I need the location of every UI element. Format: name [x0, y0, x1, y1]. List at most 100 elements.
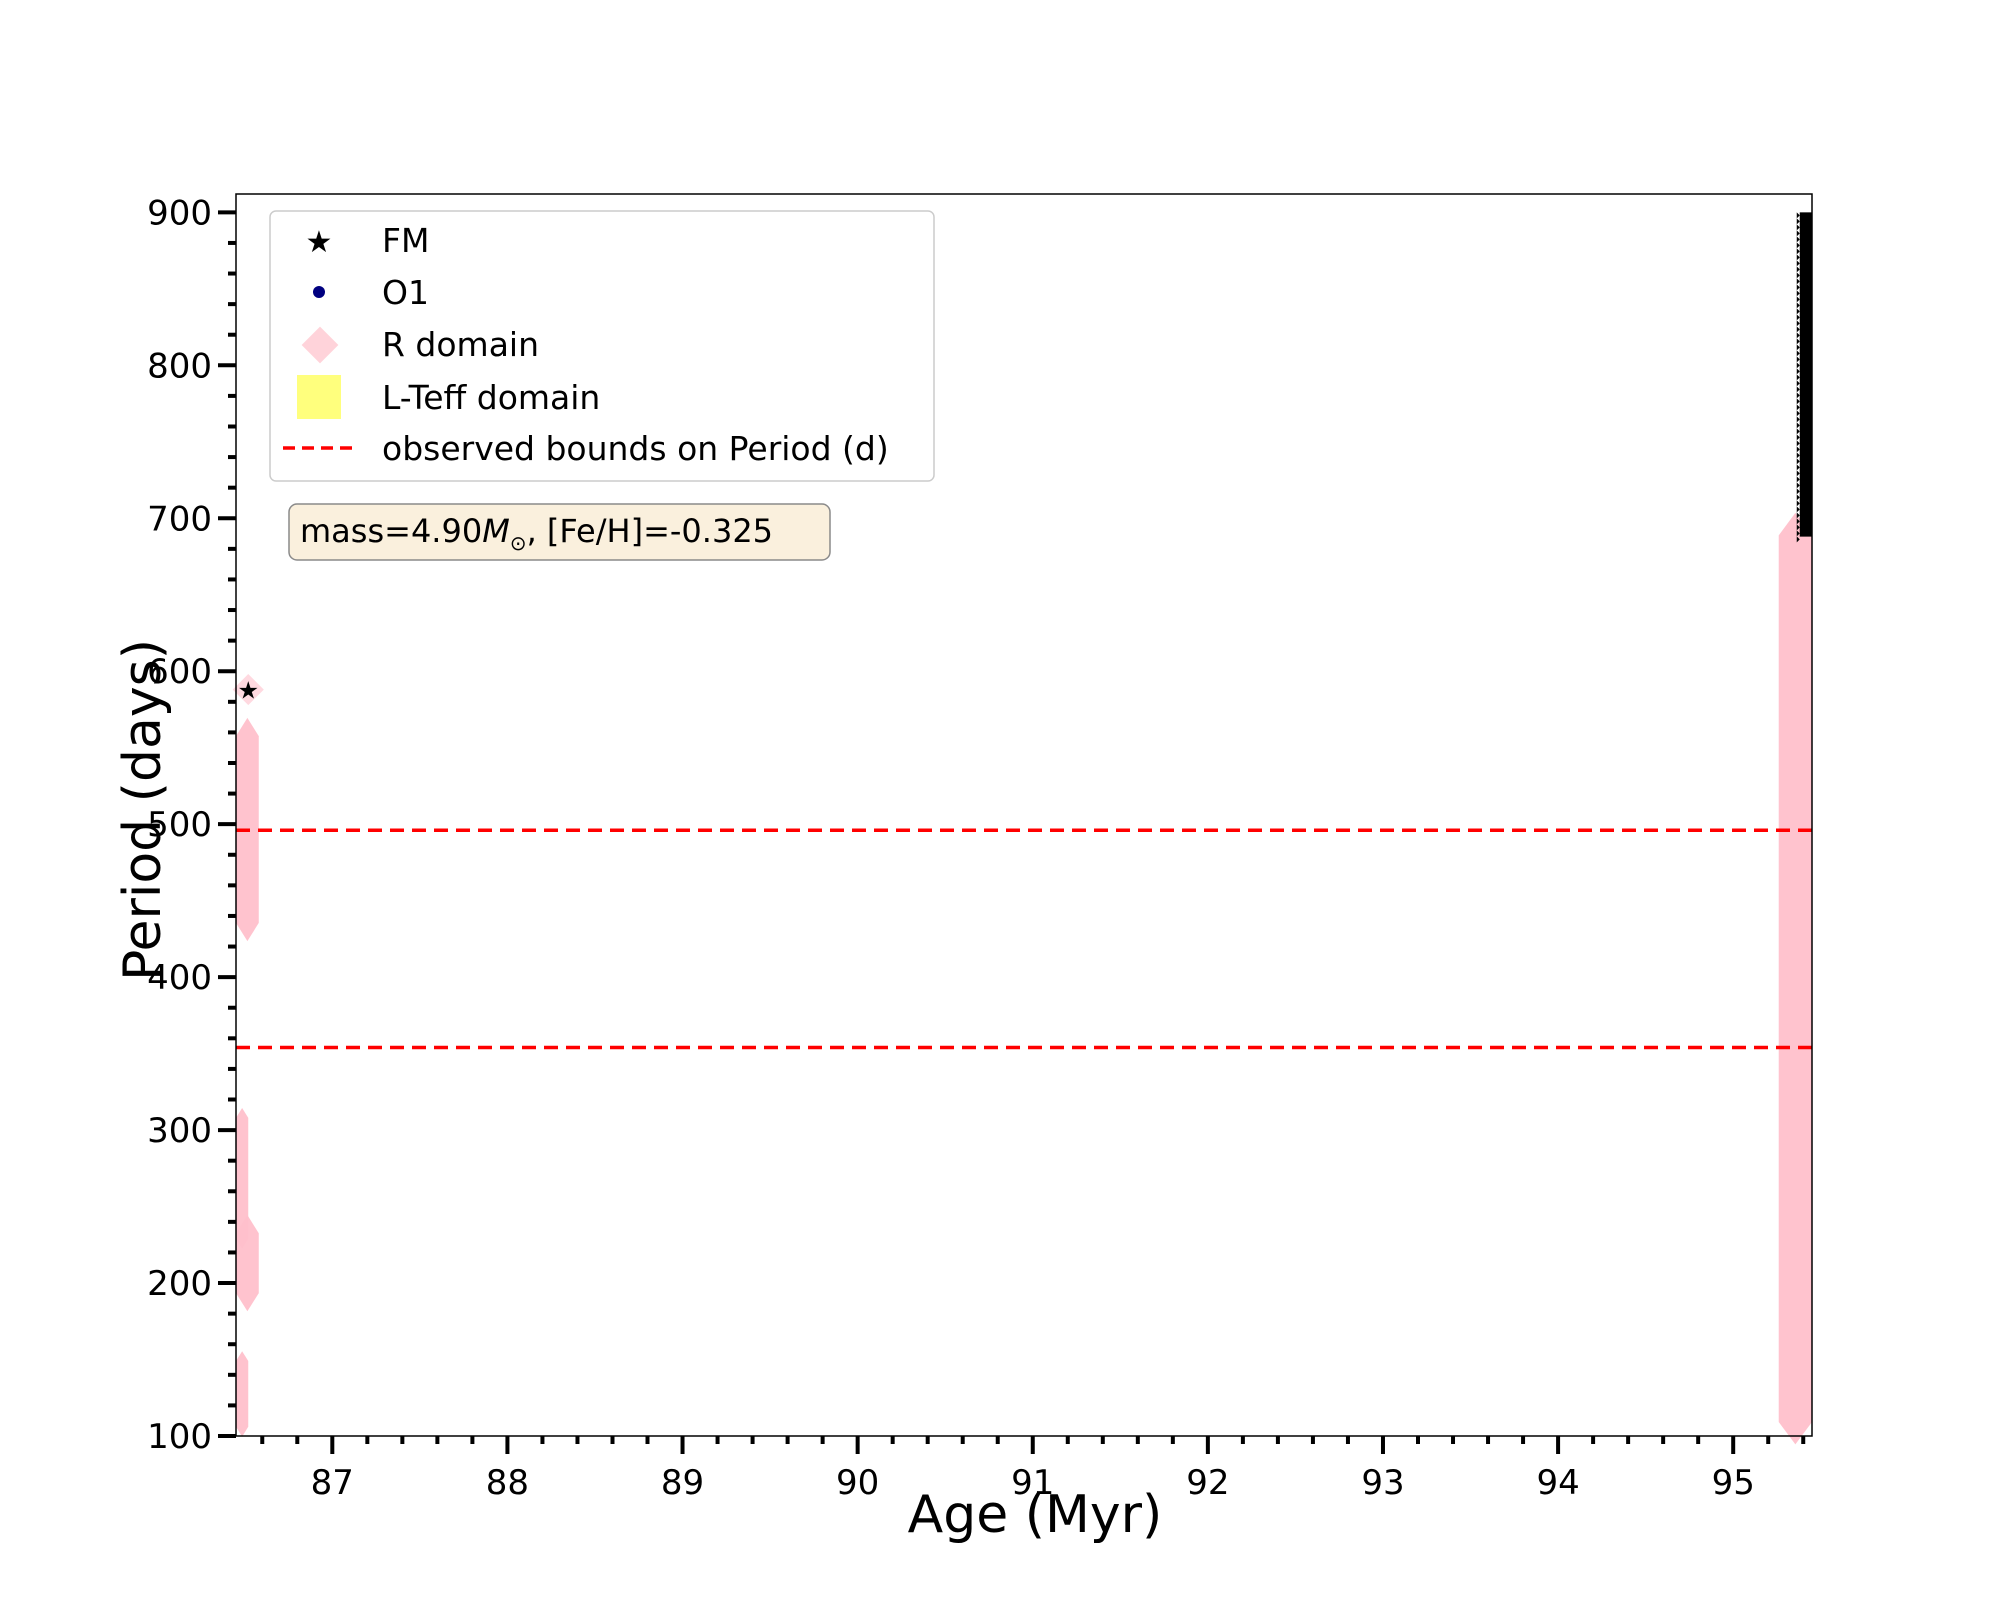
annotation-box: mass=4.90M⊙, [Fe/H]=-0.325 [288, 503, 831, 561]
fm-star-edge [1796, 272, 1800, 279]
annotation-symbol: M [482, 512, 510, 550]
x-tick-label: 91 [1011, 1463, 1054, 1503]
annotation-text: mass=4.90M⊙, [Fe/H]=-0.325 [300, 512, 773, 555]
y-tick-label: 800 [147, 346, 212, 386]
x-tick-label: 87 [311, 1463, 354, 1503]
annotation-prefix: mass=4.90 [300, 512, 482, 550]
y-tick-label: 500 [147, 805, 212, 845]
y-tick-label: 600 [147, 652, 212, 692]
x-tick-label: 88 [486, 1463, 529, 1503]
fm-star-edge [1796, 530, 1800, 537]
fm-star-edge [1796, 320, 1800, 327]
fm-star-edge [1796, 212, 1800, 219]
diamond-icon [301, 326, 339, 364]
data-marks: ★ [232, 212, 1812, 1445]
plot-frame [235, 193, 1813, 1437]
fm-star-edge [1796, 326, 1800, 333]
fm-star-edge [1796, 452, 1800, 459]
fm-star-edge [1796, 386, 1800, 393]
y-axis-label: Period (days) [113, 639, 173, 981]
fm-star-edge [1796, 398, 1800, 405]
r-domain-band [1778, 512, 1812, 1445]
legend-label: O1 [382, 273, 429, 312]
fm-star-edge [1796, 362, 1800, 369]
x-tick-label: 89 [661, 1463, 704, 1503]
fm-star-edge [1796, 314, 1800, 321]
fm-star-edge [1796, 416, 1800, 423]
x-tick-label: 92 [1186, 1463, 1229, 1503]
fm-star-edge [1796, 260, 1800, 267]
fm-star-edge [1796, 248, 1800, 255]
fm-star-edge [1796, 278, 1800, 285]
annotation-suffix: , [Fe/H]=-0.325 [527, 512, 773, 550]
fm-star-edge [1796, 344, 1800, 351]
y-tick-label: 300 [147, 1111, 212, 1151]
fm-star-edge [1796, 308, 1800, 315]
fm-star-edge [1796, 350, 1800, 357]
y-tick-label: 900 [147, 193, 212, 233]
legend-entry-o1: O1 [313, 273, 429, 312]
fm-star-edge [1796, 440, 1800, 447]
fm-star-edge [1796, 254, 1800, 261]
legend-entry-l-teff-domain: L-Teff domain [297, 375, 600, 419]
legend-label: FM [382, 221, 429, 260]
fm-star-edge [1796, 488, 1800, 495]
fm-star-edge [1796, 458, 1800, 465]
y-tick-label: 100 [147, 1417, 212, 1457]
annotation-subscript: ⊙ [510, 531, 527, 555]
legend: ★ FM O1 R domain L-Teff domain observed … [269, 210, 935, 482]
fm-star-edge [1796, 242, 1800, 249]
r-domain-band [236, 1108, 249, 1249]
fm-star-edge [1796, 392, 1800, 399]
fm-star-edge [1796, 296, 1800, 303]
x-tick-label: 95 [1712, 1463, 1755, 1503]
fm-star-edge [1796, 404, 1800, 411]
fm-star-edge [1796, 338, 1800, 345]
y-tick-label: 400 [147, 958, 212, 998]
fm-star-edge [1796, 494, 1800, 501]
legend-entry-observed-bounds: observed bounds on Period (d) [283, 429, 889, 468]
fm-star-edge [1796, 410, 1800, 417]
fm-star-edge [1796, 434, 1800, 441]
fm-star-edge [1796, 506, 1800, 513]
fm-star-edge [1796, 518, 1800, 525]
fm-star-edge [1796, 476, 1800, 483]
fm-star-edge [1796, 290, 1800, 297]
x-axis-label: Age (Myr) [908, 1485, 1163, 1545]
fm-star-point: ★ [237, 677, 259, 705]
y-tick-label: 700 [147, 499, 212, 539]
fm-star-edge [1796, 380, 1800, 387]
legend-label: observed bounds on Period (d) [382, 429, 889, 468]
fm-star-edge [1796, 266, 1800, 273]
r-domain-band [236, 1351, 249, 1437]
fm-star-edge [1796, 512, 1800, 519]
fm-star-edge [1796, 446, 1800, 453]
y-axis-ticks: 100 200 300 400 500 600 700 800 900 [147, 193, 236, 1457]
fm-star-edge [1796, 374, 1800, 381]
square-icon [297, 375, 341, 419]
fm-band-fill [1799, 212, 1812, 537]
fm-star-edge [1796, 218, 1800, 225]
fm-star-edge [1796, 428, 1800, 435]
fm-star-edge [1796, 470, 1800, 477]
legend-label: R domain [382, 325, 539, 364]
legend-box [269, 210, 935, 482]
fm-star-edge [1796, 422, 1800, 429]
x-axis-ticks: 87 88 89 90 91 92 93 94 95 [260, 1436, 1806, 1503]
x-tick-label: 94 [1536, 1463, 1579, 1503]
fm-star-edge [1796, 356, 1800, 363]
fm-star-edge [1796, 332, 1800, 339]
legend-entry-fm: ★ FM [306, 221, 430, 260]
fm-star-edge [1796, 236, 1800, 243]
fm-star-edge [1796, 368, 1800, 375]
fm-star-band [1796, 212, 1812, 543]
fm-star-edge [1796, 224, 1800, 231]
fm-star-edge [1796, 482, 1800, 489]
fm-star-edge [1796, 536, 1800, 543]
fm-star-edge [1796, 524, 1800, 531]
star-icon: ★ [306, 225, 333, 260]
legend-entry-r-domain: R domain [301, 325, 539, 364]
fm-star-edge [1796, 284, 1800, 291]
